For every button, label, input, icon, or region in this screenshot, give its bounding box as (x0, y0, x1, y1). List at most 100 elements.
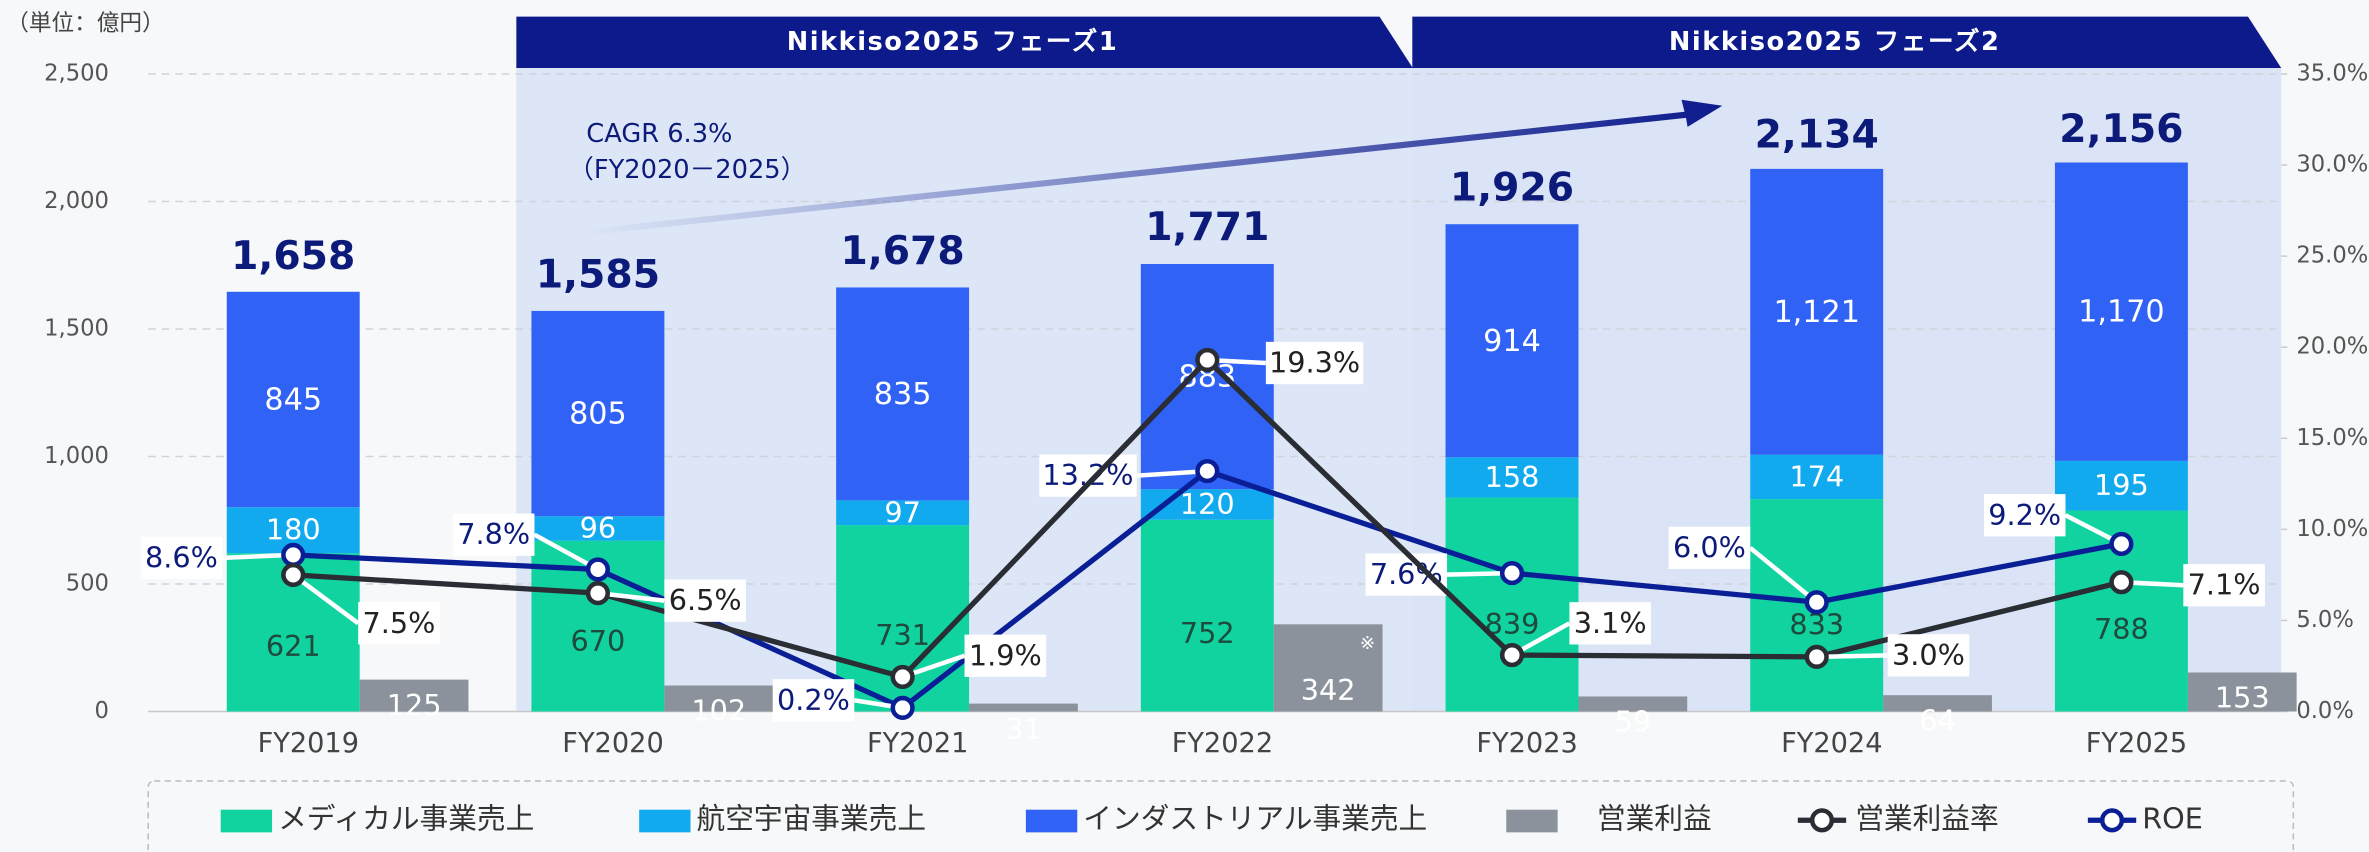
bar-segment (1750, 454, 1884, 500)
line-label: 6.5% (669, 583, 742, 617)
legend-label: 航空宇宙事業売上 (697, 801, 927, 835)
segment-label: 835 (874, 377, 932, 412)
segment-label: 96 (580, 511, 617, 545)
segment-label: 1,170 (2078, 295, 2164, 330)
bar (2187, 672, 2297, 712)
phase-label: Nikkiso2025 フェーズ2 (1669, 26, 2000, 57)
x-tick-label: FY2024 (1781, 728, 1882, 759)
bar (664, 685, 774, 712)
segment-label: 788 (2094, 612, 2149, 646)
bar-label: 153 (2215, 681, 2270, 715)
segment-label: 120 (1180, 487, 1235, 521)
segment-label: 914 (1483, 324, 1541, 359)
bar-label: 59 (1615, 705, 1652, 739)
x-tick-label: FY2023 (1476, 728, 1577, 759)
line-point (281, 542, 306, 567)
bar-segment (836, 287, 970, 501)
total-label: 1,678 (841, 229, 965, 274)
x-tick-label: FY2019 (258, 728, 359, 759)
bar-label: 125 (387, 688, 442, 722)
bar-label: 31 (1005, 712, 1042, 746)
unit-label: （単位：億円） (6, 11, 164, 37)
legend-swatch (1025, 809, 1078, 833)
leader-line (1748, 546, 1819, 604)
segment-label: 158 (1485, 460, 1540, 494)
legend-label: 営業利益率 (1855, 801, 1998, 835)
bar (359, 679, 469, 712)
phase-label: Nikkiso2025 フェーズ1 (787, 26, 1118, 57)
line-label: 8.6% (145, 540, 218, 574)
line-point (281, 562, 306, 587)
x-tick-label: FY2020 (562, 728, 663, 759)
cagr-arrow (581, 99, 1723, 236)
line-point (1499, 560, 1525, 586)
label-box (1887, 634, 1970, 677)
legend-label: ROE (2142, 801, 2203, 835)
total-label: 1,771 (1145, 205, 1269, 250)
line-point (1804, 644, 1829, 669)
line-point (585, 581, 611, 606)
bar-segment (2054, 460, 2188, 511)
bar-label: 64 (1919, 703, 1956, 737)
y2-tick-label: 0.0% (2296, 698, 2354, 724)
y2-tick-label: 20.0% (2296, 334, 2368, 360)
line-label: 3.1% (1574, 606, 1647, 640)
line-label: 1.9% (969, 638, 1042, 672)
line-label: 19.3% (1269, 346, 1360, 380)
y2-tick-label: 10.0% (2296, 516, 2368, 542)
bar-segment (1445, 224, 1579, 458)
y-tick-label: 2,500 (44, 61, 109, 87)
total-label: 1,926 (1450, 166, 1574, 211)
label-box (772, 679, 855, 722)
legend-box (147, 780, 2295, 852)
label-box (358, 602, 440, 645)
label-box (140, 536, 223, 580)
label-box (1039, 454, 1137, 497)
line-label: 7.8% (457, 517, 530, 551)
phase-header (1412, 16, 2282, 68)
legend-label: メディカル事業売上 (278, 801, 534, 835)
segment-label: 180 (266, 513, 321, 547)
y-tick-label: 2,000 (44, 188, 109, 214)
label-box (452, 513, 535, 556)
line-point (585, 557, 611, 582)
x-tick-label: FY2021 (867, 728, 968, 759)
line-label: 7.1% (2188, 568, 2261, 602)
label-box (664, 579, 746, 622)
segment-label: 805 (569, 397, 627, 432)
bar-segment (2054, 162, 2188, 461)
segment-label: 845 (264, 383, 322, 418)
segment-label: 621 (266, 629, 321, 663)
y2-tick-label: 5.0% (2296, 607, 2354, 633)
y2-tick-label: 30.0% (2296, 152, 2368, 178)
segment-label: 195 (2094, 468, 2149, 502)
legend-swatch (1506, 809, 1558, 833)
leader-line (291, 573, 360, 626)
y-tick-label: 1,000 (44, 443, 109, 469)
legend-marker (2099, 808, 2125, 833)
total-label: 1,585 (536, 253, 660, 298)
bar-segment (1445, 457, 1579, 498)
y2-tick-label: 15.0% (2296, 425, 2368, 451)
label-box (1365, 553, 1448, 596)
total-label: 1,658 (231, 234, 355, 279)
label-box (1265, 341, 1364, 385)
legend-swatch (639, 809, 691, 833)
bar-label: 342 (1301, 673, 1356, 707)
x-tick-label: FY2022 (1172, 728, 1273, 759)
line-point (2109, 531, 2134, 557)
x-tick-label: FY2025 (2086, 728, 2187, 759)
total-label: 2,134 (1755, 113, 1879, 158)
segment-label: 752 (1180, 616, 1235, 650)
bar-segment (1140, 519, 1274, 712)
line-point (1195, 347, 1220, 373)
line-label: 7.5% (363, 606, 436, 640)
bar-segment (836, 500, 970, 526)
cagr-label: CAGR 6.3% (586, 119, 732, 149)
bar-segment (1445, 497, 1579, 712)
legend-marker (1809, 808, 1835, 833)
line-point (890, 695, 915, 720)
bar (969, 703, 1078, 712)
bar (1273, 624, 1383, 712)
